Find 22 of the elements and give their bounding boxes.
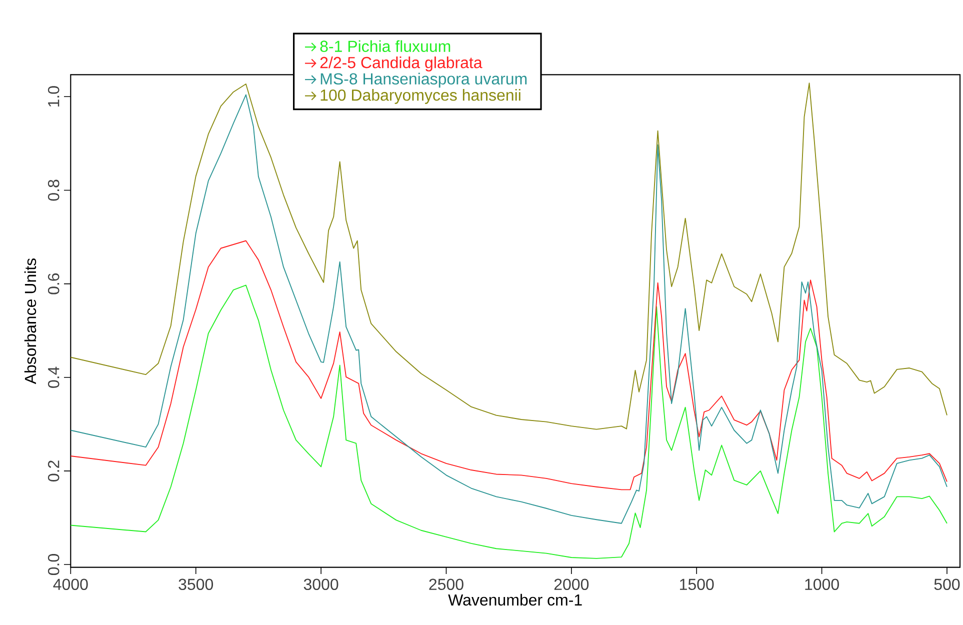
y-tick-label: 0.6 (48, 273, 60, 294)
x-tick-label: 500 (934, 578, 960, 590)
y-tick-label: 0.0 (48, 554, 60, 576)
x-tick-label: 3000 (304, 578, 338, 590)
legend-label: 8-1 Pichia fluxuum (320, 40, 450, 52)
x-tick-label: 1500 (680, 578, 714, 590)
x-tick-label: 1000 (805, 578, 839, 590)
x-tick-label: 2500 (429, 578, 464, 590)
y-tick-label: 1.0 (48, 86, 60, 107)
y-tick-label: 0.8 (48, 180, 60, 201)
legend-label: MS-8 Hanseniaspora uvarum (320, 72, 527, 88)
x-axis-title: Wavenumber cm-1 (448, 594, 582, 606)
y-tick-label: 0.4 (48, 366, 60, 388)
y-tick-label: 0.2 (48, 460, 60, 482)
line-series (70, 240, 948, 490)
legend-label: 100 Dabaryomyces hansenii (320, 89, 520, 104)
line-series (70, 284, 948, 559)
x-tick-label: 4000 (53, 578, 88, 590)
y-axis-title: Absorbance Units (24, 258, 36, 384)
x-tick-label: 3500 (178, 578, 214, 590)
x-tick-label: 2000 (554, 578, 589, 590)
legend-label: 2/2-5 Candida glabrata (320, 56, 482, 72)
